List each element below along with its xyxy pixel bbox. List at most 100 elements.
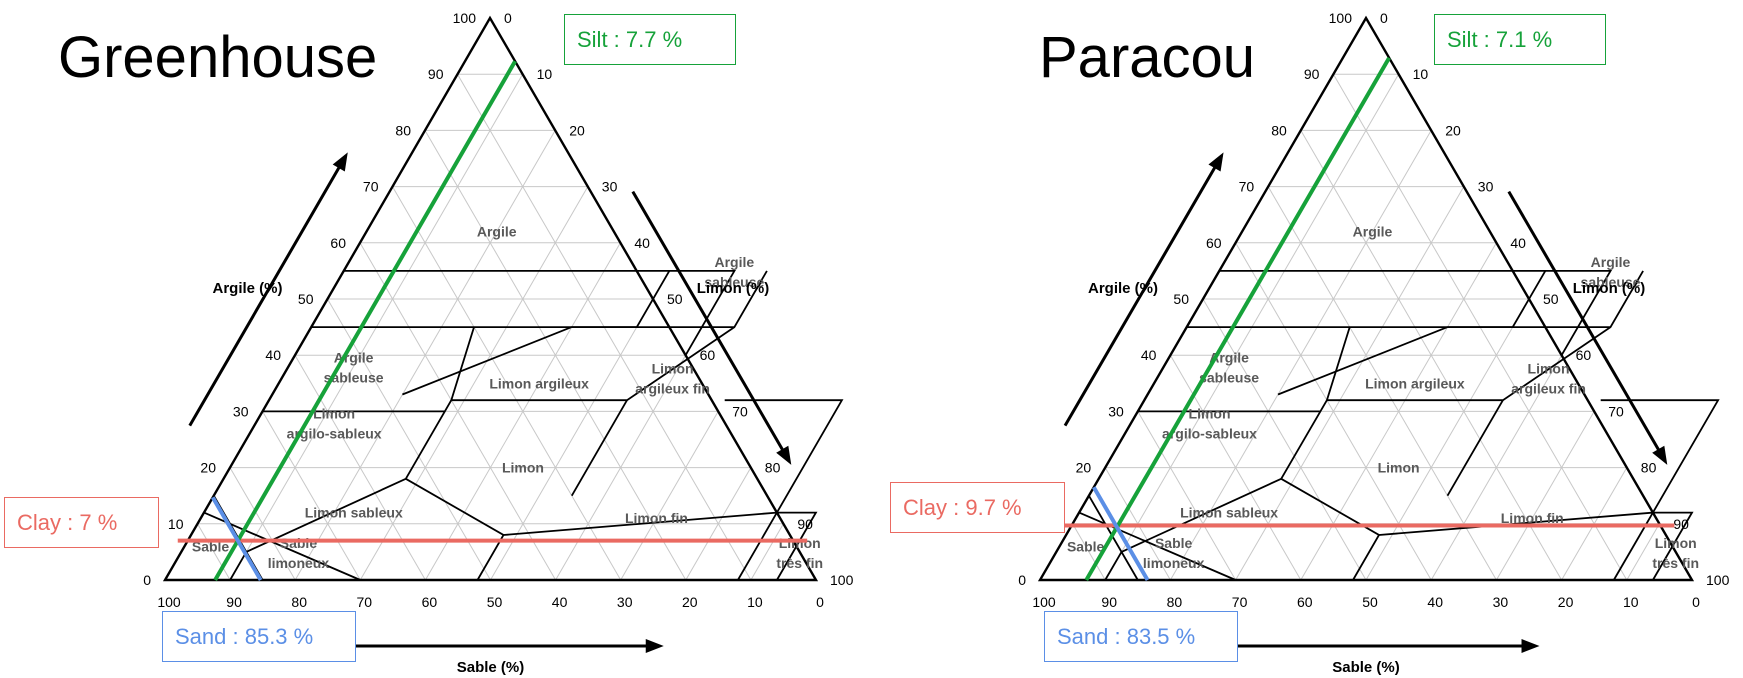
- argile-tick-label: 10: [168, 516, 184, 532]
- grid-line: [750, 523, 784, 581]
- argile-tick-label: 40: [1141, 347, 1157, 363]
- class-label: Limon sableux: [305, 505, 403, 521]
- class-label: Limon: [1528, 361, 1570, 377]
- argile-tick-label: 40: [265, 347, 281, 363]
- class-boundary: [1277, 326, 1448, 396]
- limon-axis-label: Limon (%): [697, 280, 770, 297]
- class-boundary: [1325, 326, 1612, 402]
- grid-line: [392, 186, 622, 581]
- limon-tick-label: 50: [1543, 291, 1559, 307]
- grid-line: [685, 467, 752, 581]
- grid-line: [1495, 411, 1595, 581]
- sable-tick-label: 70: [1232, 594, 1248, 610]
- limon-tick-label: 30: [602, 179, 618, 195]
- limon-tick-label: 40: [1510, 235, 1526, 251]
- argile-tick-label: 90: [1304, 66, 1320, 82]
- class-label: Limon argileux: [1365, 375, 1465, 391]
- sable-tick-label: 100: [157, 594, 181, 610]
- class-boundary: [1446, 399, 1504, 497]
- class-boundary: [450, 326, 735, 402]
- grid-line: [1267, 186, 1497, 581]
- grid-line: [1169, 354, 1302, 581]
- argile-tick-label: 70: [1239, 179, 1255, 195]
- limon-tick-label: 100: [830, 572, 854, 588]
- class-label: Sable: [280, 535, 318, 551]
- panel-title: Greenhouse: [58, 25, 378, 90]
- class-boundary: [1219, 270, 1613, 356]
- panel-title: Paracou: [1039, 25, 1256, 90]
- sable-tick-label: 30: [617, 594, 633, 610]
- grid-line: [1430, 354, 1563, 581]
- class-label: Limon fin: [625, 510, 688, 526]
- argile-tick-label: 80: [1271, 122, 1287, 138]
- sable-tick-label: 0: [1692, 594, 1700, 610]
- limon-tick-label: 40: [634, 235, 650, 251]
- sable-tick-label: 80: [1167, 594, 1183, 610]
- class-label: Argile: [715, 254, 755, 270]
- sable-tick-label: 90: [1101, 594, 1117, 610]
- sable-tick-label: 60: [1297, 594, 1313, 610]
- sable-tick-label: 60: [422, 594, 438, 610]
- grid-line: [1137, 411, 1237, 581]
- panel-paracou: Argile Argile sableuse Argile sableuse Limon …: [871, 0, 1743, 678]
- argile-direction-arrow: [188, 155, 348, 427]
- argile-tick-label: 30: [233, 403, 249, 419]
- class-label: Limon sableux: [1180, 505, 1278, 521]
- class-label: limoneux: [268, 555, 330, 571]
- class-boundary: [1652, 511, 1694, 581]
- sable-tick-label: 40: [552, 594, 568, 610]
- class-boundary: [1600, 399, 1720, 514]
- limon-tick-label: 10: [537, 66, 553, 82]
- class-label: Limon: [652, 361, 694, 377]
- limon-tick-label: 30: [1478, 179, 1494, 195]
- sable-tick-label: 50: [487, 594, 503, 610]
- sable-axis-label: Sable (%): [457, 659, 525, 676]
- limon-tick-label: 100: [1706, 572, 1730, 588]
- argile-tick-label: 90: [428, 66, 444, 82]
- class-label: argileux fin: [635, 381, 710, 397]
- class-label: Limon: [1189, 406, 1231, 422]
- sable-tick-label: 40: [1427, 594, 1443, 610]
- class-label: Sable: [1067, 538, 1105, 554]
- silt-line: [1084, 56, 1391, 582]
- argile-tick-label: 50: [1173, 291, 1189, 307]
- argile-tick-label: 80: [395, 122, 411, 138]
- class-boundary: [737, 512, 778, 581]
- limon-tick-label: 0: [1380, 10, 1388, 26]
- sable-tick-label: 100: [1032, 594, 1056, 610]
- grid-line: [1365, 298, 1530, 581]
- class-label: sableuse: [704, 274, 764, 290]
- clay-annotation: Clay : 7 %: [4, 497, 159, 548]
- limon-direction-arrow-head: [1652, 445, 1668, 465]
- sable-direction-arrow-head: [645, 639, 664, 653]
- grid-line: [229, 467, 296, 581]
- grid-line: [1626, 523, 1660, 581]
- grid-line: [490, 298, 654, 581]
- class-label: Limon: [1655, 535, 1697, 551]
- limon-direction-arrow: [631, 190, 791, 463]
- grid-line: [197, 523, 231, 581]
- argile-tick-label: 20: [200, 460, 216, 476]
- class-label: Limon fin: [1501, 510, 1564, 526]
- argile-tick-label: 60: [1206, 235, 1222, 251]
- argile-direction-arrow-head: [332, 152, 348, 172]
- limon-tick-label: 80: [765, 460, 781, 476]
- argile-tick-label: 30: [1108, 403, 1124, 419]
- sand-annotation: Sand : 83.5 %: [1044, 611, 1238, 662]
- argile-tick-label: 0: [143, 572, 151, 588]
- sable-tick-label: 30: [1493, 594, 1509, 610]
- sable-tick-label: 20: [1558, 594, 1574, 610]
- limon-tick-label: 90: [797, 516, 813, 532]
- sable-tick-label: 70: [357, 594, 373, 610]
- sand-line: [211, 496, 263, 582]
- clay-annotation: Clay : 9.7 %: [890, 482, 1065, 533]
- class-label: Limon: [1378, 460, 1420, 476]
- panel-greenhouse: Argile Argile sableuse Argile sableuse Limon …: [4, 10, 854, 676]
- limon-tick-label: 60: [1576, 347, 1592, 363]
- grid-line: [620, 411, 719, 581]
- limon-tick-label: 80: [1641, 460, 1657, 476]
- class-label: Limon: [779, 535, 821, 551]
- sable-tick-label: 90: [226, 594, 242, 610]
- grid-line: [327, 298, 491, 581]
